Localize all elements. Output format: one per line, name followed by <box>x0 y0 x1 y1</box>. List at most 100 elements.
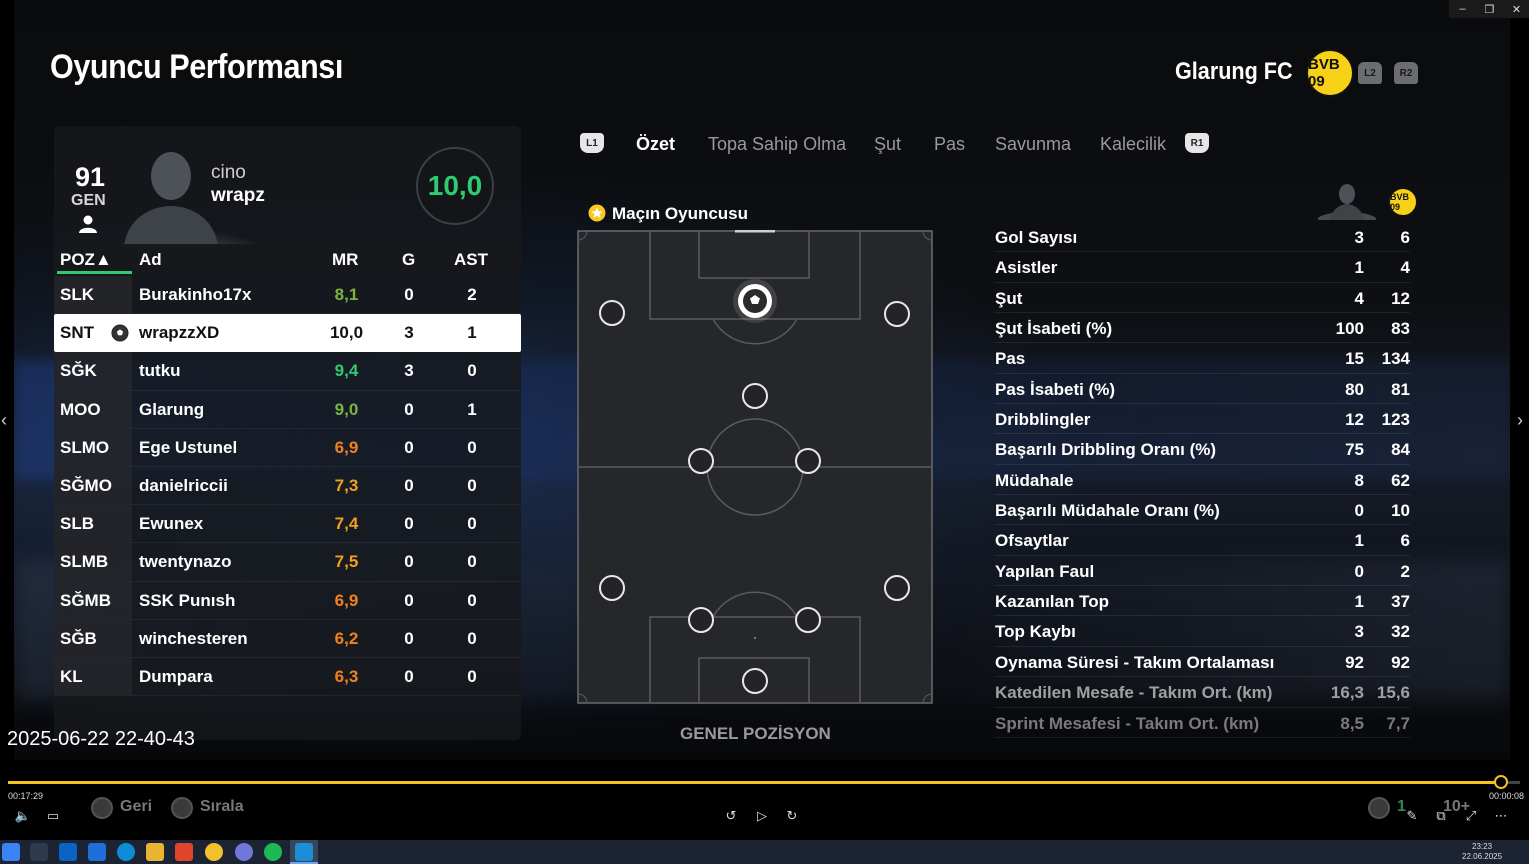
next-arrow-icon[interactable]: › <box>1517 410 1523 430</box>
r1-button[interactable]: R1 <box>1185 133 1209 153</box>
table-row-selected[interactable]: SNT wrapzzXD 10,0 3 1 <box>54 314 521 353</box>
row-position: SLMB <box>60 552 109 572</box>
stat-row: Pas İsabeti (%) 80 81 <box>994 374 1410 405</box>
overall-label: GEN <box>71 192 106 209</box>
stat-team-value: 7,7 <box>1386 713 1410 733</box>
play-icon[interactable]: ▷ <box>757 808 767 823</box>
header-g[interactable]: G <box>402 250 416 269</box>
row-name: wrapzzXD <box>139 323 220 343</box>
match-rating: 10,0 <box>416 147 494 225</box>
discord-icon[interactable] <box>235 843 253 861</box>
tab-kalecilik[interactable]: Kalecilik <box>1100 134 1167 154</box>
row-position: SLMO <box>60 437 110 457</box>
stat-row: Top Kaybı 3 32 <box>994 616 1410 647</box>
stat-row: Başarılı Dribbling Oranı (%) 75 84 <box>994 434 1410 465</box>
stat-label: Sprint Mesafesi - Takım Ort. (km) <box>995 713 1260 733</box>
stat-player-value: 1 <box>1354 258 1364 278</box>
l2-button[interactable]: L2 <box>1358 62 1382 84</box>
stat-label: Yapılan Faul <box>995 561 1095 581</box>
seek-progress <box>8 781 1502 784</box>
store-icon[interactable] <box>88 843 106 861</box>
table-row[interactable]: SĞB winchesteren 6,2 0 0 <box>54 619 521 658</box>
header-name[interactable]: Ad <box>139 250 162 269</box>
r2-button[interactable]: R2 <box>1394 62 1418 84</box>
row-rating: 7,3 <box>334 475 359 495</box>
stat-player-value: 15 <box>1345 349 1364 369</box>
table-row[interactable]: KL Dumpara 6,3 0 0 <box>54 657 521 697</box>
file-explorer-icon[interactable] <box>146 843 164 861</box>
row-goals: 0 <box>404 666 414 686</box>
row-goals: 0 <box>404 437 414 457</box>
square-button-icon <box>171 797 193 819</box>
start-icon[interactable] <box>2 843 20 861</box>
header-ast[interactable]: AST <box>454 250 488 269</box>
system-clock[interactable]: 23:23 22.06.2025 <box>1462 842 1503 861</box>
stat-player-value: 8,5 <box>1340 713 1364 733</box>
table-row[interactable]: SLMO Ege Ustunel 6,9 0 0 <box>54 428 521 467</box>
spotify-icon[interactable] <box>264 843 282 861</box>
remaining-time: 00:00:08 <box>1489 791 1525 801</box>
stat-team-value: 10 <box>1391 501 1410 521</box>
stat-team-value: 92 <box>1391 652 1410 672</box>
close-button[interactable]: ✕ <box>1503 0 1529 18</box>
row-rating: 6,9 <box>334 590 359 610</box>
row-position: SĞMB <box>60 590 111 610</box>
stat-label: Şut İsabeti (%) <box>995 319 1113 339</box>
tab-pas[interactable]: Pas <box>934 134 966 154</box>
previous-arrow-icon[interactable]: ‹ <box>1 410 7 430</box>
tab-ozet[interactable]: Özet <box>636 134 676 154</box>
sort-hint[interactable]: Sırala <box>200 798 244 815</box>
outlook-icon[interactable] <box>59 843 77 861</box>
stat-team-value: 4 <box>1400 258 1410 278</box>
row-assists: 0 <box>467 552 477 572</box>
volume-icon[interactable]: 🔈 <box>14 808 32 823</box>
stat-label: Katedilen Mesafe - Takım Ort. (km) <box>995 683 1273 703</box>
back-hint[interactable]: Geri <box>120 798 153 815</box>
seek-bar[interactable] <box>8 775 1520 789</box>
tab-savunma[interactable]: Savunma <box>995 134 1072 154</box>
stat-row: Gol Sayısı 3 6 <box>994 222 1410 253</box>
edit-icon[interactable]: ✎ <box>1406 808 1418 823</box>
row-name: Glarung <box>139 399 205 419</box>
row-name: Ewunex <box>139 514 204 534</box>
table-row[interactable]: SLK Burakinho17x 8,1 0 2 <box>54 276 521 315</box>
captions-icon[interactable]: ▭ <box>46 808 60 823</box>
stat-label: Asistler <box>995 258 1058 278</box>
fullscreen-icon[interactable]: ⤢ <box>1465 808 1477 823</box>
task-view-icon[interactable] <box>30 843 48 861</box>
mute-icon <box>1368 797 1390 819</box>
media-player-icon[interactable] <box>295 843 313 861</box>
stat-label: Müdahale <box>995 470 1074 490</box>
miniplayer-icon[interactable]: ⧉ <box>1436 808 1446 823</box>
l1-button[interactable]: L1 <box>580 133 604 153</box>
rewind-10-icon[interactable]: ↺ <box>725 808 737 823</box>
row-assists: 1 <box>467 323 477 343</box>
row-rating: 9,0 <box>334 399 359 419</box>
row-rating: 7,5 <box>334 552 359 572</box>
tab-topa-sahip-olma[interactable]: Topa Sahip Olma <box>708 134 847 154</box>
minimize-button[interactable]: – <box>1449 0 1476 18</box>
header-pos[interactable]: POZ▲ <box>60 250 112 269</box>
stat-label: Başarılı Müdahale Oranı (%) <box>995 501 1220 521</box>
row-assists: 0 <box>467 590 477 610</box>
chrome-icon[interactable] <box>205 843 223 861</box>
stat-team-value: 12 <box>1391 288 1410 308</box>
table-row[interactable]: SLMB twentynazo 7,5 0 0 <box>54 543 521 582</box>
table-row[interactable]: SĞMO danielriccii 7,3 0 0 <box>54 466 521 506</box>
stat-row: Pas 15 134 <box>994 343 1410 374</box>
header-mr[interactable]: MR <box>332 250 359 269</box>
stat-player-value: 4 <box>1354 288 1364 308</box>
table-row[interactable]: SĞK tutku 9,4 3 0 <box>54 352 521 391</box>
seek-handle[interactable] <box>1494 775 1509 789</box>
edge-icon[interactable] <box>117 843 135 861</box>
restore-button[interactable]: ❐ <box>1476 0 1503 18</box>
table-row[interactable]: MOO Glarung 9,0 0 1 <box>54 390 521 429</box>
brave-icon[interactable] <box>175 843 193 861</box>
more-icon[interactable]: ⋯ <box>1494 808 1508 823</box>
forward-30-icon[interactable]: ↻ <box>786 808 798 823</box>
table-row[interactable]: SLB Ewunex 7,4 0 0 <box>54 505 521 544</box>
player-list: SLK Burakinho17x 8,1 0 2 SNT wrapzzXD 10… <box>54 276 521 697</box>
tab-sut[interactable]: Şut <box>874 134 902 154</box>
table-row[interactable]: SĞMB SSK Punısh 6,9 0 0 <box>54 581 521 620</box>
stat-player-value: 0 <box>1354 501 1364 521</box>
